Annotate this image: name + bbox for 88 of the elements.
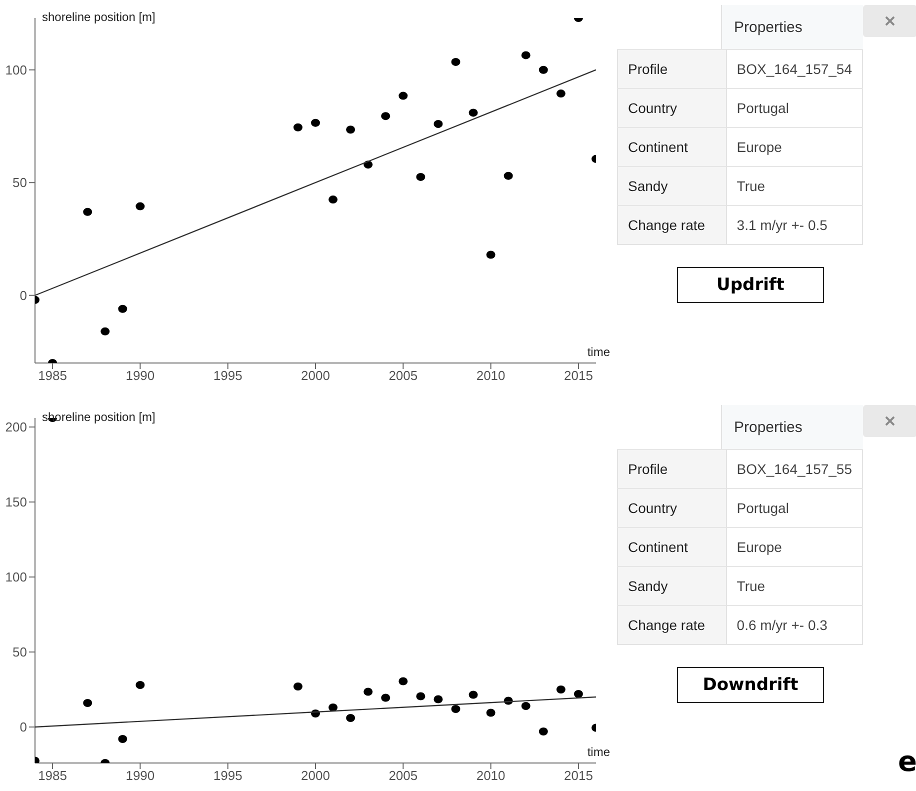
text: Europe xyxy=(736,139,782,155)
point xyxy=(451,58,460,66)
x-tick-label: 2010 xyxy=(476,368,506,384)
category-label: Profile xyxy=(618,50,726,88)
text: Updrift xyxy=(677,267,824,303)
x-tick-label: 1990 xyxy=(126,768,155,784)
point xyxy=(293,682,302,690)
point xyxy=(486,708,496,717)
point xyxy=(328,196,338,204)
x-axis-title: time xyxy=(587,745,610,759)
point xyxy=(468,690,478,699)
category-label: Change rate xyxy=(618,206,726,244)
point xyxy=(118,304,128,313)
point xyxy=(346,126,356,134)
text: Portugal xyxy=(736,100,789,116)
point xyxy=(521,702,530,710)
point xyxy=(381,694,390,702)
point xyxy=(574,690,583,698)
point xyxy=(521,51,530,60)
y-axis-title: shoreline position [m] xyxy=(42,10,156,24)
y-axis-title: shoreline position [m] xyxy=(42,410,156,424)
text: BOX_164_157_55 xyxy=(736,461,852,477)
text: 3.1 m/yr +- 0.5 xyxy=(736,217,828,233)
y-tick-label: 150 xyxy=(5,494,27,510)
point xyxy=(434,120,443,128)
x-tick-label: 2015 xyxy=(564,768,593,784)
x-tick-label: 1995 xyxy=(213,368,242,384)
point xyxy=(416,172,426,181)
text: Properties xyxy=(721,5,863,49)
x-tick-label: 2005 xyxy=(388,368,418,384)
point xyxy=(556,686,566,694)
x-tick-label: 2005 xyxy=(388,768,418,784)
x-tick-label: 1985 xyxy=(38,368,67,384)
y-tick-label: 50 xyxy=(12,175,27,190)
point xyxy=(398,92,408,100)
text: True xyxy=(736,578,766,594)
text: BOX_164_157_54 xyxy=(736,61,852,77)
text: Portugal xyxy=(736,500,789,516)
point xyxy=(434,695,443,704)
y-tick-label: 50 xyxy=(12,644,27,660)
point xyxy=(538,728,548,736)
y-tick-label: 100 xyxy=(5,570,27,585)
category-label: Sandy xyxy=(618,566,726,606)
point xyxy=(136,681,145,689)
x-tick-label: 1995 xyxy=(213,768,242,784)
category-label: Country xyxy=(618,88,726,128)
x-tick-label: 2015 xyxy=(564,368,593,384)
point xyxy=(328,704,338,712)
point xyxy=(364,688,373,696)
x-tick-label: 2000 xyxy=(301,768,330,784)
y-tick-label: 200 xyxy=(5,420,27,435)
x-axis-title: time xyxy=(587,345,610,359)
point xyxy=(136,202,145,210)
point xyxy=(451,705,460,713)
category-label: Change rate xyxy=(618,606,726,644)
text: 0.6 m/yr +- 0.3 xyxy=(736,617,828,633)
category-label: Continent xyxy=(618,128,726,166)
point xyxy=(100,327,110,336)
point xyxy=(346,714,356,722)
point xyxy=(504,172,513,180)
y-tick-label: 100 xyxy=(5,62,27,78)
text: Properties xyxy=(721,405,863,449)
point xyxy=(538,66,548,74)
point xyxy=(398,677,408,686)
x-tick-label: 2010 xyxy=(476,768,506,784)
point xyxy=(311,118,320,127)
y-tick-label: 0 xyxy=(20,720,27,735)
category-label: Country xyxy=(618,488,726,528)
point xyxy=(293,123,302,132)
y-tick-label: 0 xyxy=(20,288,27,303)
point xyxy=(556,90,566,98)
category-label: Profile xyxy=(618,450,726,488)
x-tick-label: 1985 xyxy=(38,768,67,784)
point xyxy=(486,250,496,259)
point xyxy=(83,699,92,707)
point xyxy=(83,208,92,216)
point xyxy=(381,112,390,120)
category-label: Continent xyxy=(618,528,726,566)
text: Europe xyxy=(736,539,782,555)
text: Downdrift xyxy=(677,667,824,703)
text: True xyxy=(736,178,766,194)
x-tick-label: 2000 xyxy=(301,368,330,384)
category-label: Sandy xyxy=(618,166,726,206)
point xyxy=(416,692,426,700)
point xyxy=(468,108,478,117)
text: e xyxy=(898,745,916,778)
point xyxy=(118,735,128,743)
x-tick-label: 1990 xyxy=(126,368,155,384)
